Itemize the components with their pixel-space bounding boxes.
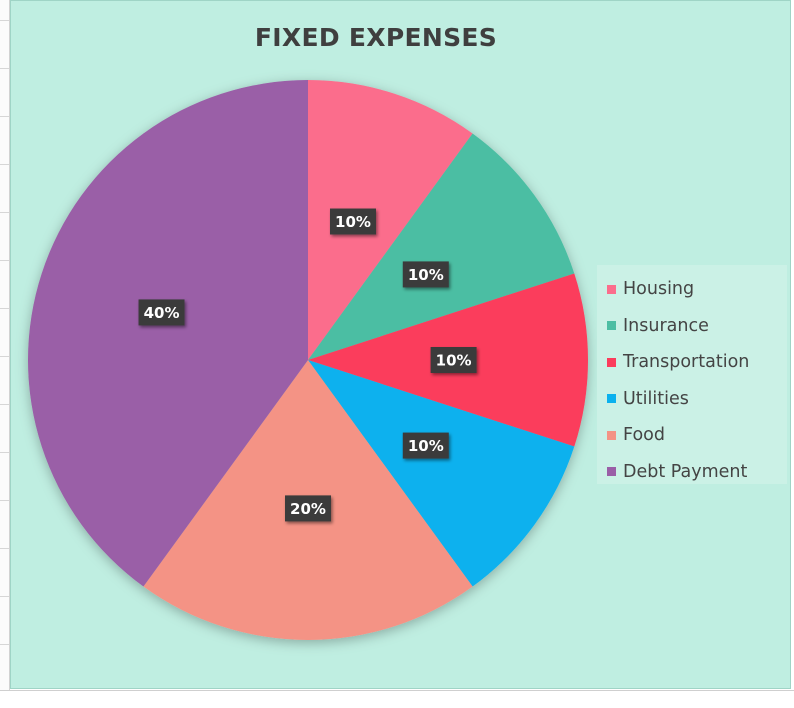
data-label-food: 20%: [285, 495, 331, 522]
legend-item-housing[interactable]: Housing: [607, 271, 787, 308]
legend-swatch: [607, 321, 616, 331]
spreadsheet-row-gutter: [0, 0, 10, 707]
pie-slice-housing[interactable]: [308, 80, 473, 360]
data-label-housing: 10%: [329, 208, 376, 235]
data-label-transportation: 10%: [430, 347, 477, 373]
legend-label: Food: [623, 425, 665, 446]
chart-legend: Housing Insurance Transportation Utilities F…: [597, 265, 787, 484]
svg-text:10%: 10%: [408, 266, 444, 284]
svg-text:10%: 10%: [335, 213, 371, 231]
legend-swatch: [607, 284, 616, 294]
legend-swatch: [607, 430, 616, 440]
legend-label: Transportation: [623, 352, 750, 373]
pie-slice-insurance[interactable]: [308, 133, 575, 360]
pie-slice-debt-payment[interactable]: [27, 80, 309, 587]
sheet-bottom-edge: [0, 690, 794, 708]
chart-title: FIXED EXPENSES: [254, 23, 498, 52]
data-label-insurance: 10%: [402, 261, 449, 288]
legend-swatch: [607, 357, 616, 367]
legend-label: Housing: [623, 279, 695, 300]
legend-item-debt-payment[interactable]: Debt Payment: [607, 454, 787, 491]
data-label-debt-payment: 40%: [138, 299, 185, 326]
svg-text:20%: 20%: [290, 500, 326, 518]
legend-label: Utilities: [623, 388, 689, 409]
legend-label: Debt Payment: [623, 461, 748, 482]
chart-area[interactable]: FIXED EXPENSES 10% 10% 10% 10% 20% 40% Housin…: [10, 0, 791, 689]
pie-slice-utilities[interactable]: [308, 360, 575, 587]
legend-label: Insurance: [623, 315, 709, 336]
legend-item-transportation[interactable]: Transportation: [607, 344, 787, 381]
legend-item-food[interactable]: Food: [607, 417, 787, 454]
legend-item-utilities[interactable]: Utilities: [607, 381, 787, 418]
pie-chart: 10% 10% 10% 10% 20% 40%: [27, 80, 588, 641]
svg-text:10%: 10%: [408, 437, 444, 455]
legend-swatch: [607, 394, 616, 404]
svg-text:10%: 10%: [436, 352, 472, 370]
legend-swatch: [607, 467, 616, 477]
svg-text:40%: 40%: [144, 304, 180, 322]
legend-item-insurance[interactable]: Insurance: [607, 308, 787, 345]
data-label-utilities: 10%: [402, 432, 449, 459]
